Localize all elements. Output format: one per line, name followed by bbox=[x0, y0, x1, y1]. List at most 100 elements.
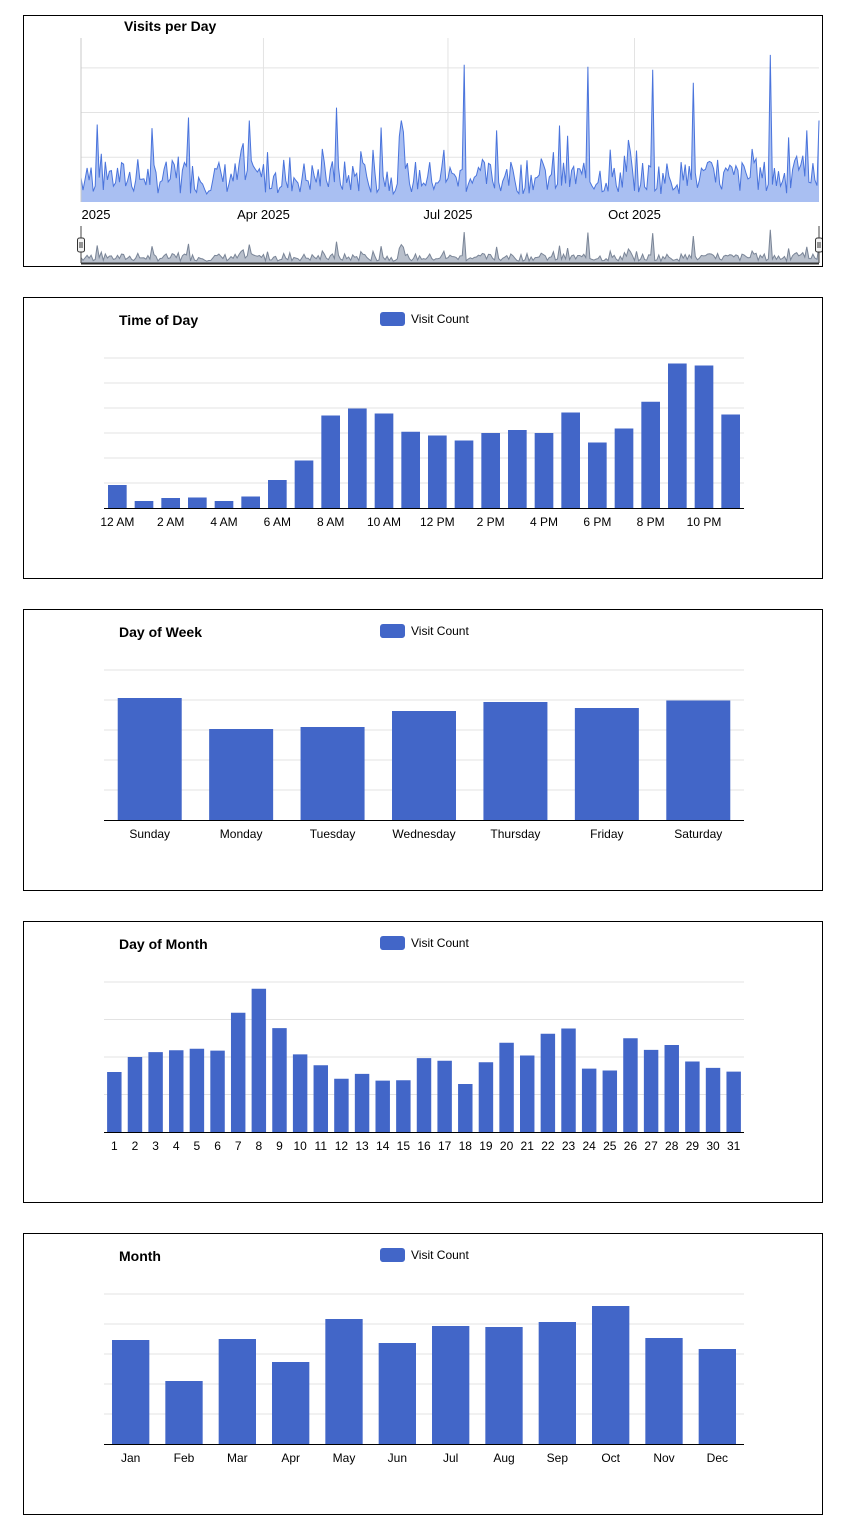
day-of-month-panel: Day of Month Visit Count 1 2 3 4 5 6 7 8 9 10 11 12… bbox=[23, 921, 823, 1203]
x-tick-label: 12 AM bbox=[100, 515, 134, 529]
bar-8-pm[interactable] bbox=[641, 401, 660, 508]
bar-6-pm[interactable] bbox=[588, 442, 607, 509]
bar-sep[interactable] bbox=[538, 1322, 576, 1444]
bar-13[interactable] bbox=[354, 1073, 370, 1132]
bar-mar[interactable] bbox=[218, 1339, 256, 1444]
bar-23[interactable] bbox=[561, 1028, 576, 1133]
bar-12[interactable] bbox=[334, 1078, 349, 1132]
bar-6-am[interactable] bbox=[268, 480, 287, 508]
bar-wednesday[interactable] bbox=[392, 711, 456, 820]
x-tick-label: 30 bbox=[706, 1139, 720, 1153]
bar-7-am[interactable] bbox=[294, 460, 314, 509]
bar-jul[interactable] bbox=[432, 1326, 470, 1444]
chart-title: Month bbox=[119, 1248, 161, 1264]
x-tick-label: 24 bbox=[582, 1139, 596, 1153]
visits-area bbox=[81, 54, 819, 203]
bar-1-pm[interactable] bbox=[454, 440, 474, 509]
bar-feb[interactable] bbox=[165, 1381, 203, 1444]
bar-14[interactable] bbox=[375, 1080, 390, 1132]
navigator-right-handle[interactable] bbox=[815, 237, 823, 253]
bar-apr[interactable] bbox=[272, 1362, 310, 1444]
bar-6[interactable] bbox=[210, 1050, 225, 1132]
bar-tuesday[interactable] bbox=[300, 727, 365, 820]
x-tick-label: 17 bbox=[438, 1139, 452, 1153]
navigator-line bbox=[80, 229, 820, 263]
bar-3-am[interactable] bbox=[188, 497, 207, 509]
bar-11[interactable] bbox=[313, 1065, 328, 1132]
bar-7[interactable] bbox=[230, 1012, 246, 1132]
bar-9-pm[interactable] bbox=[668, 363, 687, 509]
bar-22[interactable] bbox=[540, 1033, 556, 1132]
bar-11-am[interactable] bbox=[401, 431, 420, 508]
x-tick-label: 21 bbox=[521, 1139, 535, 1153]
bar-dec[interactable] bbox=[698, 1349, 736, 1444]
bar-10-pm[interactable] bbox=[694, 365, 714, 509]
bar-27[interactable] bbox=[643, 1049, 659, 1132]
bar-25[interactable] bbox=[602, 1070, 618, 1133]
bar-friday[interactable] bbox=[574, 708, 639, 820]
legend-swatch bbox=[380, 312, 405, 326]
bar-21[interactable] bbox=[520, 1055, 535, 1133]
bar-3[interactable] bbox=[148, 1052, 163, 1132]
bar-16[interactable] bbox=[416, 1058, 432, 1132]
legend[interactable]: Visit Count bbox=[380, 312, 469, 326]
bar-2-pm[interactable] bbox=[481, 433, 500, 508]
x-tick-label: Thursday bbox=[490, 827, 540, 841]
navigator-left-handle[interactable] bbox=[77, 237, 85, 253]
x-tick-label: 5 bbox=[194, 1139, 201, 1153]
bar-29[interactable] bbox=[685, 1061, 700, 1133]
bar-4[interactable] bbox=[169, 1050, 184, 1132]
bar-18[interactable] bbox=[458, 1084, 473, 1132]
bar-30[interactable] bbox=[705, 1067, 721, 1132]
x-tick-label: Nov bbox=[653, 1451, 674, 1465]
x-tick-label: 9 bbox=[276, 1139, 283, 1153]
bar-3-pm[interactable] bbox=[508, 430, 527, 508]
bar-8[interactable] bbox=[251, 988, 267, 1132]
bar-4-am[interactable] bbox=[214, 501, 234, 508]
bar-9-am[interactable] bbox=[348, 408, 367, 509]
bar-monday[interactable] bbox=[209, 729, 274, 820]
x-tick-label: 19 bbox=[479, 1139, 493, 1153]
bar-1[interactable] bbox=[107, 1072, 122, 1132]
bar-12-am[interactable] bbox=[108, 485, 127, 508]
x-tick-label: Apr 2025 bbox=[237, 207, 290, 222]
bar-jun[interactable] bbox=[378, 1343, 416, 1444]
bar-11-pm[interactable] bbox=[721, 414, 740, 509]
bar-aug[interactable] bbox=[485, 1327, 523, 1444]
bar-5[interactable] bbox=[189, 1048, 205, 1132]
bar-sunday[interactable] bbox=[117, 698, 182, 820]
bar-saturday[interactable] bbox=[666, 700, 731, 821]
bar-26[interactable] bbox=[623, 1038, 638, 1132]
bar-1-am[interactable] bbox=[134, 501, 154, 508]
legend[interactable]: Visit Count bbox=[380, 1248, 469, 1262]
bar-15[interactable] bbox=[396, 1080, 411, 1132]
bar-8-am[interactable] bbox=[321, 415, 340, 509]
bar-7-pm[interactable] bbox=[614, 428, 634, 509]
day-of-week-chart: Sunday Monday Tuesday Wednesday Thursday Frid… bbox=[104, 669, 744, 841]
bar-may[interactable] bbox=[325, 1319, 363, 1444]
bar-9[interactable] bbox=[272, 1028, 287, 1132]
legend[interactable]: Visit Count bbox=[380, 936, 469, 950]
bar-2[interactable] bbox=[127, 1057, 143, 1132]
bar-28[interactable] bbox=[664, 1045, 679, 1132]
bar-10-am[interactable] bbox=[374, 413, 394, 509]
bar-19[interactable] bbox=[478, 1062, 494, 1132]
x-tick-label: 31 bbox=[727, 1139, 741, 1153]
bar-nov[interactable] bbox=[645, 1338, 683, 1444]
visits-per-day-chart[interactable]: 2025 Apr 2025 Jul 2025 Oct 2025 bbox=[24, 16, 823, 267]
bar-4-pm[interactable] bbox=[534, 433, 554, 508]
bar-20[interactable] bbox=[499, 1042, 514, 1132]
bar-2-am[interactable] bbox=[161, 498, 180, 508]
bar-31[interactable] bbox=[726, 1071, 741, 1132]
bar-5-pm[interactable] bbox=[561, 412, 580, 509]
bar-10[interactable] bbox=[292, 1054, 308, 1132]
bar-17[interactable] bbox=[437, 1060, 452, 1132]
bar-oct[interactable] bbox=[592, 1306, 630, 1444]
bar-12-pm[interactable] bbox=[428, 435, 447, 509]
legend[interactable]: Visit Count bbox=[380, 624, 469, 638]
x-tick-label: Jul bbox=[443, 1451, 458, 1465]
bar-5-am[interactable] bbox=[241, 496, 260, 509]
bar-24[interactable] bbox=[581, 1068, 597, 1132]
bar-jan[interactable] bbox=[112, 1340, 150, 1444]
bar-thursday[interactable] bbox=[483, 702, 548, 820]
